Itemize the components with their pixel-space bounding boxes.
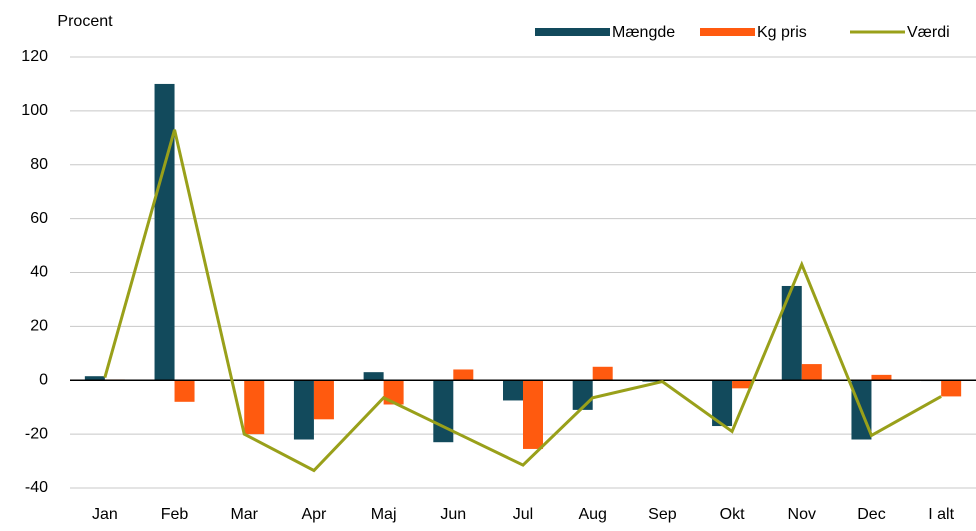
bar [293,380,314,440]
legend-label: Værdi [907,24,950,41]
x-tick-label: Aug [578,506,606,523]
x-tick-label: Mar [230,506,258,523]
bar [941,380,962,397]
y-tick-label: 100 [21,102,48,119]
bar [871,374,892,381]
bar [433,380,454,443]
y-tick-label: -20 [25,425,48,442]
line [103,129,942,473]
x-tick-label: Jun [440,506,466,523]
y-tick-label: 120 [21,48,48,65]
x-tick-label: Feb [161,506,189,523]
bar [174,380,195,402]
legend-label: Mængde [612,24,675,41]
bar [84,376,105,381]
bar [383,380,404,405]
x-tick-label: Sep [648,506,677,523]
bar [592,366,613,381]
bar [503,380,523,401]
bar [154,83,175,381]
x-tick-label: Okt [720,506,745,523]
y-tick-label: 0 [39,371,48,388]
y-tick-label: -40 [25,479,48,496]
x-tick-label: Dec [857,506,885,523]
y-tick-label: 20 [30,318,48,335]
y-tick-label: 40 [30,264,48,281]
bar [781,285,802,381]
bar [453,369,474,381]
y-tick-label: 60 [30,210,48,227]
bar [712,380,733,427]
x-tick-label: Nov [788,506,816,523]
y-tick-label: 80 [30,156,48,173]
x-tick-label: Maj [371,506,397,523]
legend-label: Kg pris [757,24,807,41]
bar [732,380,753,389]
bar [523,380,543,449]
bar [801,364,822,381]
legend-swatch [535,28,610,36]
x-tick-label: I alt [928,506,954,523]
y-axis-label: Procent [57,13,113,30]
bar [363,372,384,381]
legend-swatch [700,28,755,36]
bar [313,380,334,420]
x-tick-label: Jan [92,506,118,523]
x-tick-label: Apr [301,506,327,523]
x-tick-label: Jul [513,506,533,523]
bar [244,380,265,435]
